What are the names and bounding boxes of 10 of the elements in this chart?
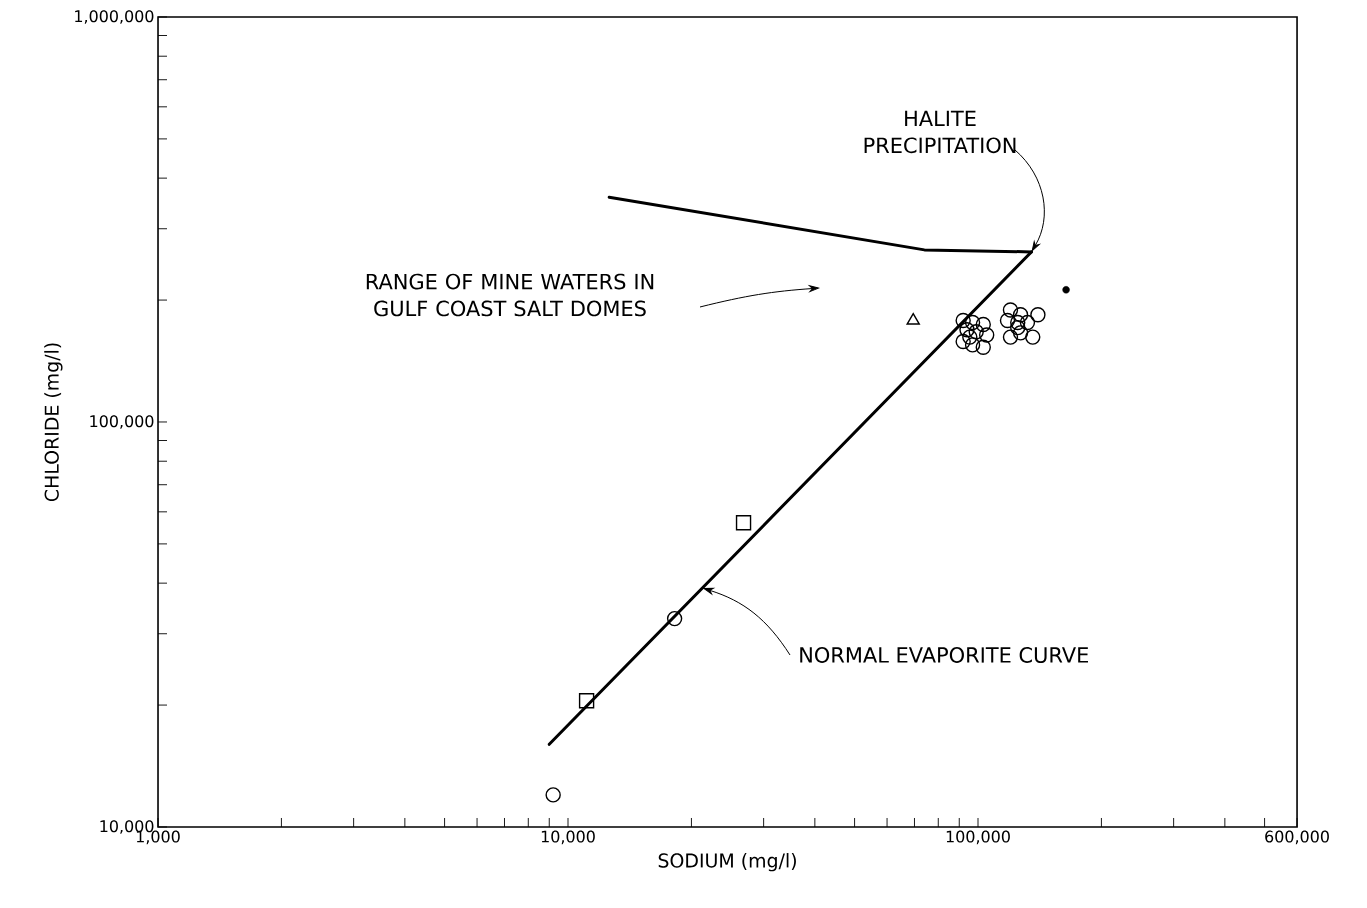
y-tick-label: 1,000,000 <box>75 10 154 24</box>
x-tick-label: 100,000 <box>946 830 1010 845</box>
annotation: RANGE OF MINE WATERS IN GULF COAST SALT DOMES <box>366 273 654 317</box>
y-axis-title: CHLORIDE (mg/l) <box>44 343 63 502</box>
x-tick-label: 10,000 <box>541 830 595 845</box>
annotation: NORMAL EVAPORITE CURVE <box>800 647 1089 663</box>
y-tick-label: 100,000 <box>90 415 154 429</box>
x-axis-title: SODIUM (mg/l) <box>658 853 796 872</box>
x-tick-label: 600,000 <box>1265 830 1329 845</box>
annotation: HALITE PRECIPITATION <box>864 110 1016 154</box>
